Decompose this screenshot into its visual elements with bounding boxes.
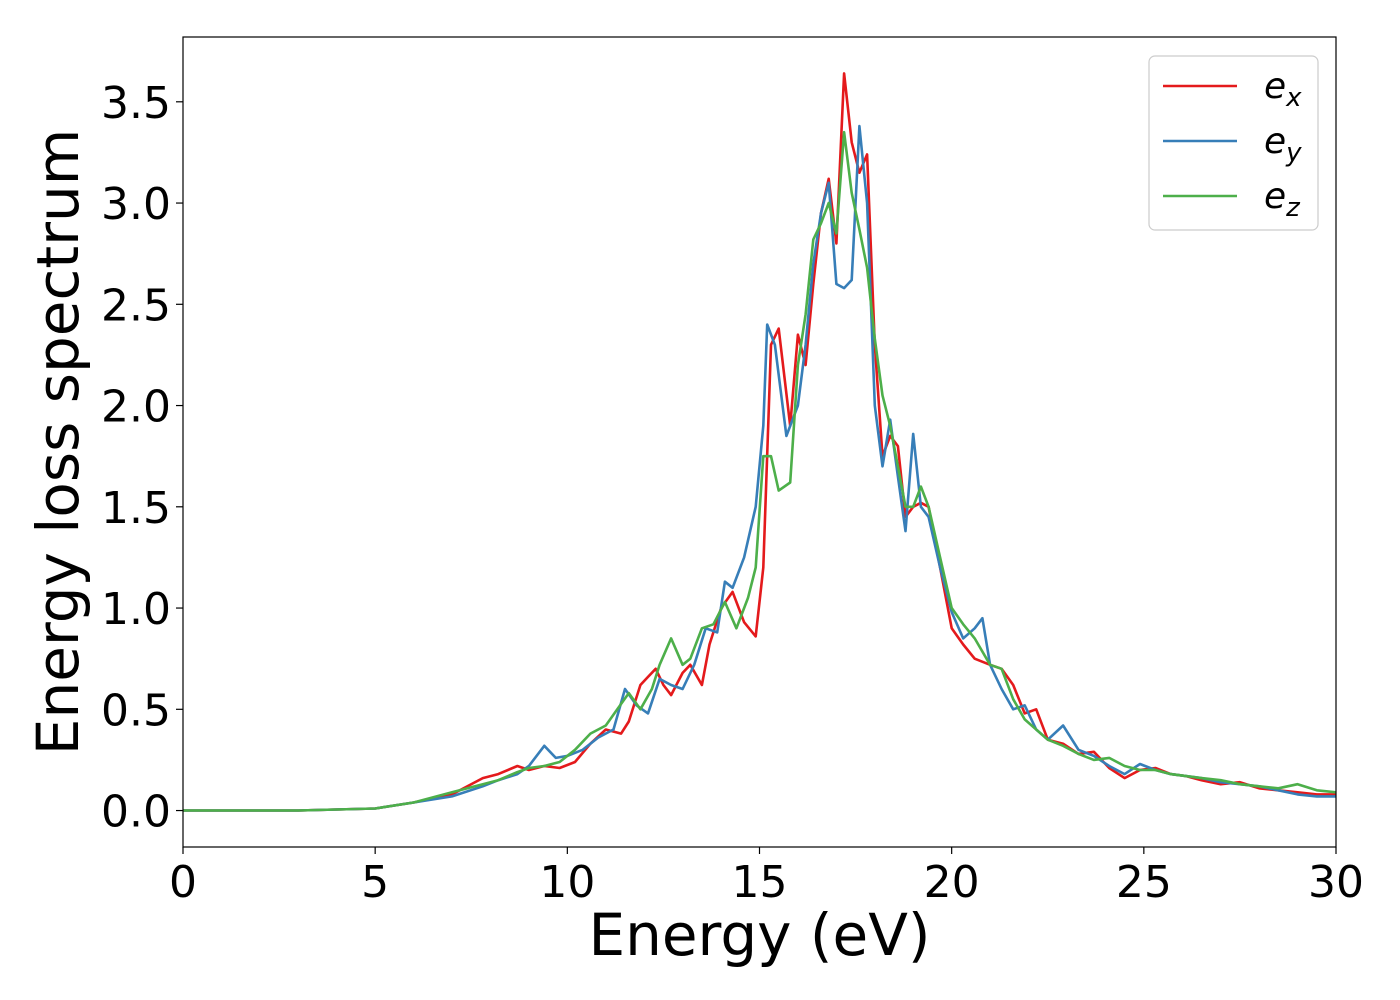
x-axis-title: Energy (eV) [588, 901, 930, 969]
y-tick-label: 3.5 [101, 78, 171, 129]
y-tick-label: 0.5 [101, 685, 171, 736]
y-tick-label: 0.0 [101, 787, 171, 838]
y-tick-label: 1.5 [101, 483, 171, 534]
y-tick-label: 3.0 [101, 179, 171, 230]
y-tick-label: 1.0 [101, 584, 171, 635]
y-tick-label: 2.5 [101, 280, 171, 331]
x-axis-ticks: 0 5 10 15 20 25 30 [169, 847, 1364, 908]
series-line-y [183, 124, 1336, 812]
series-line-x [183, 72, 1336, 812]
legend-box [1148, 55, 1319, 231]
y-axis-title: Energy loss spectrum [24, 129, 92, 755]
legend-label-x: ex [1264, 66, 1302, 113]
x-tick-label: 15 [732, 857, 788, 908]
x-tick-label: 25 [1116, 857, 1172, 908]
y-tick-label: 2.0 [101, 382, 171, 433]
plot-lines [183, 72, 1336, 812]
y-axis-ticks: 0.0 0.5 1.0 1.5 2.0 2.5 3.0 3.5 [101, 78, 183, 838]
x-tick-label: 0 [169, 857, 197, 908]
x-tick-label: 20 [924, 857, 980, 908]
series-line-z [183, 130, 1336, 812]
x-tick-label: 10 [539, 857, 595, 908]
legend: ex ey ez [1148, 55, 1319, 231]
x-tick-label: 5 [361, 857, 389, 908]
x-tick-label: 30 [1308, 857, 1364, 908]
legend-label-z: ez [1264, 176, 1301, 223]
legend-label-y: ey [1264, 121, 1302, 168]
